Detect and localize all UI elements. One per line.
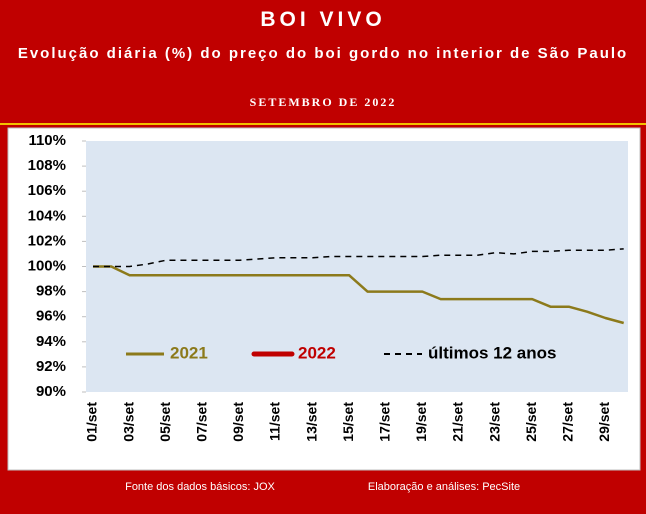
chart-title: BOI VIVO — [260, 8, 386, 31]
source-note: Fonte dos dados básicos: JOX — [125, 481, 275, 493]
y-tick-label: 92% — [36, 358, 66, 375]
x-tick-label: 15/set — [340, 402, 356, 442]
series-line — [93, 265, 625, 325]
x-tick-label: 07/set — [194, 402, 210, 442]
plot-area — [86, 141, 628, 392]
x-tick-label: 17/set — [377, 402, 393, 442]
y-tick-label: 94% — [36, 333, 66, 350]
credit-note: Elaboração e análises: PecSite — [368, 481, 520, 493]
legend-label: últimos 12 anos — [428, 343, 556, 362]
y-tick-label: 96% — [36, 308, 66, 325]
x-tick-label: 25/set — [523, 402, 539, 442]
x-tick-label: 09/set — [230, 402, 246, 442]
x-tick-label: 21/set — [450, 402, 466, 442]
x-tick-label: 11/set — [267, 402, 283, 441]
x-tick-label: 29/set — [596, 402, 612, 442]
y-tick-label: 98% — [36, 283, 66, 300]
chart-period: SETEMBRO DE 2022 — [249, 95, 397, 109]
x-tick-label: 01/set — [84, 402, 100, 442]
y-tick-label: 104% — [28, 207, 66, 224]
x-tick-label: 23/set — [486, 402, 502, 442]
x-tick-label: 05/set — [157, 402, 173, 442]
y-tick-label: 102% — [28, 232, 66, 249]
chart-subtitle: Evolução diária (%) do preço do boi gord… — [17, 45, 629, 62]
y-tick-label: 108% — [28, 157, 66, 174]
x-tick-label: 13/set — [303, 402, 319, 442]
x-tick-label: 27/set — [560, 402, 576, 442]
series-line — [93, 248, 624, 268]
y-tick-label: 90% — [36, 383, 66, 400]
legend-label: 2022 — [298, 343, 336, 362]
y-tick-label: 106% — [28, 182, 66, 199]
y-tick-label: 100% — [28, 257, 66, 274]
y-tick-label: 110% — [28, 132, 66, 149]
x-tick-label: 03/set — [120, 402, 136, 442]
legend-label: 2021 — [170, 343, 208, 362]
x-tick-label: 19/set — [413, 402, 429, 442]
